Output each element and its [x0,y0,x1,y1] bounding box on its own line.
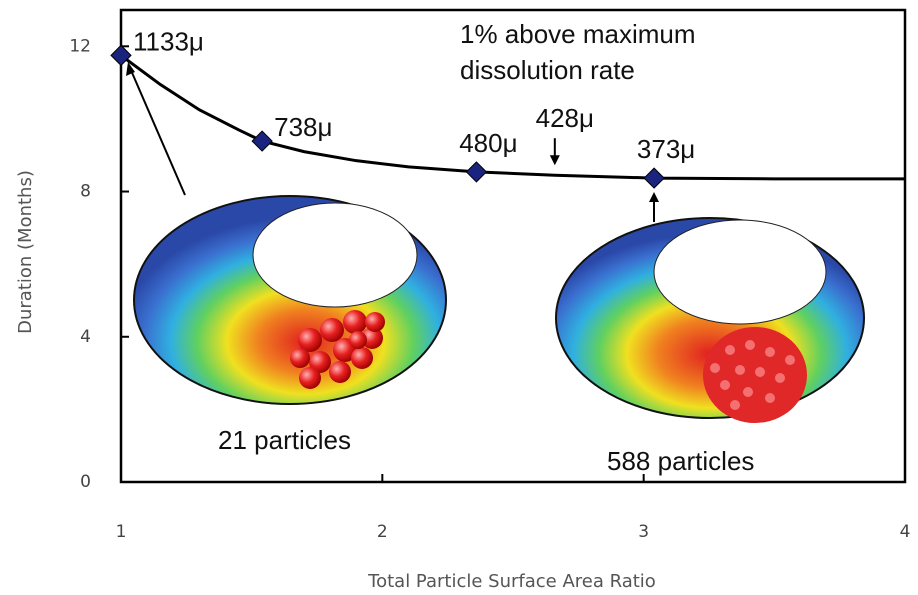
arrow-label: 428μ [536,103,594,133]
y-tick-label: 12 [69,36,91,56]
annotation: dissolution rate [460,55,635,85]
point-label: 373μ [637,134,695,164]
point-label: 1133μ [133,26,204,56]
point-label: 480μ [459,128,517,158]
y-tick-label: 8 [80,182,91,202]
y-tick-label: 0 [80,472,91,492]
inset-left [134,196,446,404]
y-tick-label: 4 [80,327,91,347]
y-axis-title: Duration (Months) [15,170,36,334]
arrow-head [550,155,560,165]
arrow [130,68,185,195]
data-point [644,168,664,188]
data-point [466,162,486,182]
x-axis-title: Total Particle Surface Area Ratio [367,571,656,592]
point-label: 738μ [274,112,332,142]
inset-label: 21 particles [218,425,351,455]
arrow-head [649,192,659,202]
x-tick-label: 3 [638,522,649,542]
inset-right [556,218,864,423]
inset-label: 588 particles [607,446,754,476]
x-tick-label: 4 [900,522,911,542]
annotation: 1% above maximum [460,19,696,49]
chart: 1% above maximum dissolution rate 21 par… [0,0,918,595]
data-point [252,131,272,151]
x-tick-label: 2 [377,522,388,542]
x-tick-label: 1 [116,522,127,542]
